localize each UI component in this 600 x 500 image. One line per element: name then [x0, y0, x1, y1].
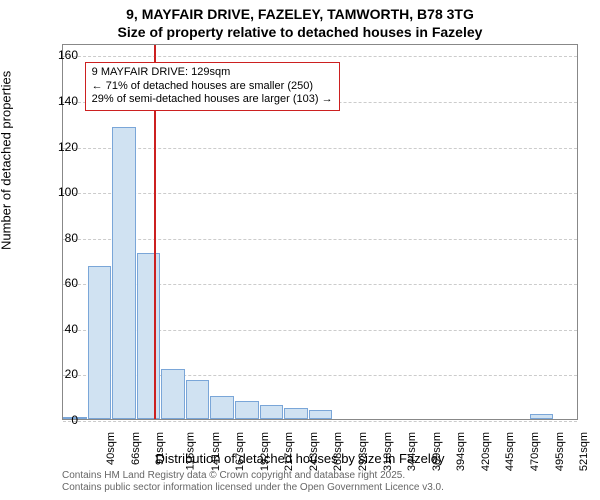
ytick-label: 120 [58, 140, 78, 154]
histogram-bar [88, 266, 112, 419]
ytick-label: 100 [58, 185, 78, 199]
footer-line1: Contains HM Land Registry data © Crown c… [62, 470, 444, 482]
annotation-line3: 29% of semi-detached houses are larger (… [92, 93, 333, 107]
gridline [63, 239, 577, 240]
histogram-bar [186, 380, 210, 419]
xtick-label: 420sqm [480, 432, 492, 471]
gridline [63, 193, 577, 194]
annotation-line1: 9 MAYFAIR DRIVE: 129sqm [92, 66, 333, 80]
xtick-label: 369sqm [431, 432, 443, 471]
gridline [63, 56, 577, 57]
ytick-label: 0 [71, 413, 78, 427]
ytick-label: 20 [65, 367, 78, 381]
histogram-bar [235, 401, 259, 419]
footer-credit: Contains HM Land Registry data © Crown c… [62, 470, 444, 494]
annotation-line2: ← 71% of detached houses are smaller (25… [92, 80, 333, 94]
gridline [63, 421, 577, 422]
xtick-label: 394sqm [455, 432, 467, 471]
xtick-label: 445sqm [505, 432, 517, 471]
xtick-label: 217sqm [283, 432, 295, 471]
xtick-label: 192sqm [259, 432, 271, 471]
y-axis-label: Number of detached properties [0, 71, 14, 250]
histogram-chart: 9, MAYFAIR DRIVE, FAZELEY, TAMWORTH, B78… [0, 0, 600, 500]
xtick-label: 293sqm [357, 432, 369, 471]
histogram-bar [309, 410, 333, 419]
histogram-bar [260, 405, 284, 419]
chart-title-sub: Size of property relative to detached ho… [0, 24, 600, 40]
histogram-bar [284, 408, 308, 419]
xtick-label: 344sqm [406, 432, 418, 471]
xtick-label: 243sqm [308, 432, 320, 471]
ytick-label: 40 [65, 322, 78, 336]
xtick-label: 521sqm [578, 432, 590, 471]
xtick-label: 91sqm [154, 432, 166, 465]
xtick-label: 318sqm [382, 432, 394, 471]
xtick-label: 268sqm [333, 432, 345, 471]
gridline [63, 148, 577, 149]
histogram-bar [530, 414, 554, 419]
histogram-bar [210, 396, 234, 419]
histogram-bar [161, 369, 185, 419]
xtick-label: 470sqm [529, 432, 541, 471]
ytick-label: 160 [58, 48, 78, 62]
plot-area: 9 MAYFAIR DRIVE: 129sqm ← 71% of detache… [62, 44, 578, 420]
histogram-bar [137, 253, 161, 419]
ytick-label: 140 [58, 94, 78, 108]
histogram-bar [112, 127, 136, 419]
annotation-box: 9 MAYFAIR DRIVE: 129sqm ← 71% of detache… [85, 62, 340, 111]
xtick-label: 495sqm [554, 432, 566, 471]
ytick-label: 80 [65, 231, 78, 245]
xtick-label: 40sqm [105, 432, 117, 465]
ytick-label: 60 [65, 276, 78, 290]
xtick-label: 116sqm [184, 432, 196, 470]
xtick-label: 141sqm [210, 432, 222, 471]
xtick-label: 167sqm [234, 432, 246, 471]
footer-line2: Contains public sector information licen… [62, 482, 444, 494]
chart-title-main: 9, MAYFAIR DRIVE, FAZELEY, TAMWORTH, B78… [0, 6, 600, 22]
xtick-label: 66sqm [130, 432, 142, 465]
